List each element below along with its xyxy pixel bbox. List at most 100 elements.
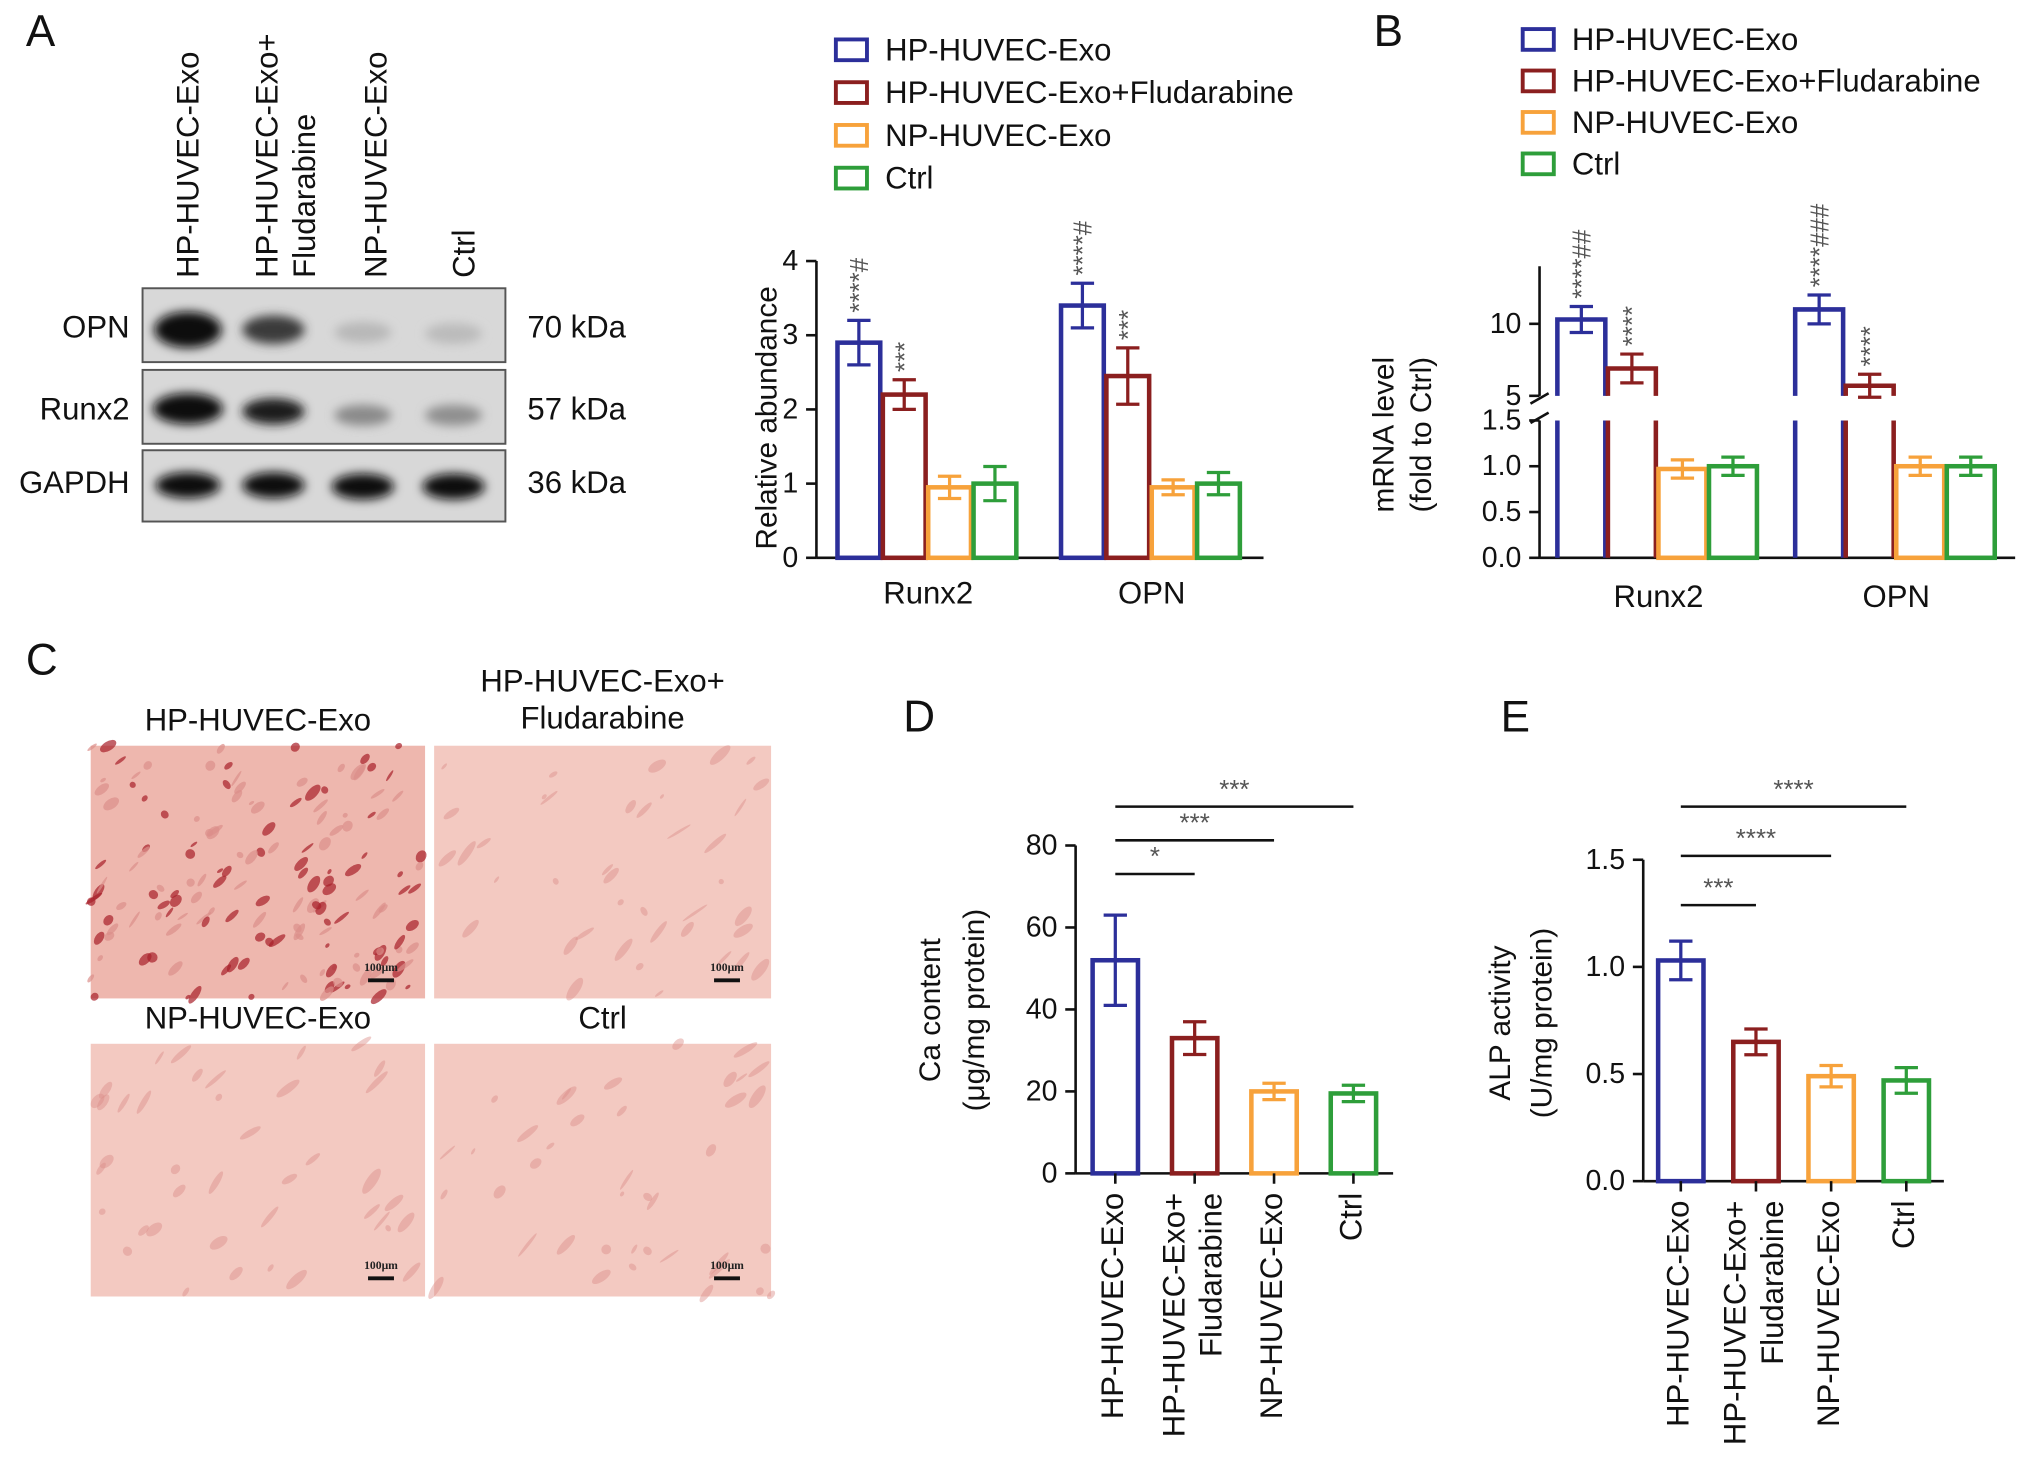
cell: [380, 956, 389, 967]
cell: [97, 955, 103, 962]
cell: [136, 1090, 152, 1114]
cell: [733, 923, 753, 938]
x-tick-label: NP-HUVEC-Exo: [1254, 1193, 1289, 1419]
cell: [619, 1191, 625, 1197]
cell: [556, 1234, 576, 1255]
error-bar: [1807, 293, 1831, 326]
bar: [1655, 958, 1706, 1184]
cell: [398, 885, 411, 895]
cell: [307, 875, 321, 893]
protein-label: OPN: [62, 310, 129, 345]
cell: [397, 1212, 415, 1233]
cell: [208, 1171, 224, 1194]
cell: [659, 1249, 679, 1263]
cell: [168, 961, 183, 976]
cell: [603, 1077, 623, 1090]
cell: [748, 1061, 770, 1078]
error-bar: [847, 318, 871, 367]
cell: [646, 1192, 659, 1210]
error-bar: [1819, 1063, 1843, 1089]
cell: [361, 852, 368, 859]
cell: [394, 934, 406, 950]
cell: [667, 824, 691, 839]
cell: [268, 842, 279, 854]
y-tick-label: 1.5: [1585, 844, 1625, 876]
cell: [386, 770, 394, 782]
cell: [648, 759, 667, 773]
cell: [325, 963, 337, 978]
cell: [296, 1045, 306, 1060]
cell: [751, 958, 770, 981]
cell: [296, 777, 308, 787]
y-axis-label: (fold to Ctrl): [1405, 357, 1438, 513]
cell: [190, 841, 198, 848]
cell: [529, 1158, 542, 1169]
cell: [147, 952, 158, 963]
cell: [552, 878, 559, 885]
error-bar: [1744, 1027, 1768, 1057]
significance-label: ****: [1773, 776, 1813, 804]
cell: [96, 876, 108, 894]
y-tick-label: 20: [1026, 1075, 1058, 1107]
cell: [267, 1264, 274, 1272]
lane-label: NP-HUVEC-Exo: [358, 52, 393, 278]
x-tick-label: OPN: [1863, 579, 1930, 614]
cell: [733, 952, 750, 972]
cell: [723, 1071, 737, 1088]
cell: [239, 1126, 261, 1140]
significance-marker: ****##: [1569, 229, 1597, 299]
cell: [99, 1081, 113, 1099]
micrograph-label: NP-HUVEC-Exo: [145, 1000, 371, 1035]
cell: [225, 909, 239, 923]
error-bar: [1959, 455, 1983, 478]
bar: [1806, 1073, 1857, 1184]
legend-swatch: [1520, 27, 1556, 52]
cell: [370, 967, 384, 979]
cell: [300, 974, 308, 983]
legend-swatch: [1520, 68, 1556, 94]
cell: [90, 992, 99, 1001]
cell: [614, 938, 633, 961]
significance-marker: ****#: [846, 257, 874, 312]
cell: [182, 1287, 190, 1297]
blot-frame: [141, 287, 507, 523]
micrograph-label: Ctrl: [578, 1000, 626, 1035]
error-bar: [1669, 939, 1693, 982]
cell: [625, 800, 636, 814]
cell: [316, 810, 327, 825]
significance-label: ***: [1219, 776, 1249, 804]
cell: [160, 810, 169, 819]
x-tick-label: OPN: [1118, 575, 1185, 610]
cell: [104, 931, 115, 941]
cell: [462, 919, 479, 938]
cell: [329, 824, 344, 836]
cell: [415, 850, 427, 863]
cell: [196, 912, 212, 925]
cell: [709, 1252, 729, 1275]
cell: [103, 915, 114, 926]
bar: [1792, 307, 1846, 558]
cell: [342, 812, 348, 818]
cell: [154, 912, 162, 921]
micrograph-label: HP-HUVEC-Exo: [145, 702, 371, 737]
cell: [98, 1208, 106, 1215]
cell: [137, 846, 150, 858]
cell: [177, 912, 188, 921]
cell: [376, 808, 390, 820]
cell: [575, 927, 595, 940]
scale-bar-label: 100μm: [364, 961, 398, 974]
cell: [736, 1073, 748, 1082]
cell: [215, 1093, 223, 1101]
cell: [255, 932, 266, 942]
significance-label: ****: [1736, 825, 1776, 853]
y-tick-label: 2: [782, 393, 798, 425]
cell: [185, 849, 196, 859]
cell: [276, 1079, 300, 1098]
y-tick-label: 3: [782, 319, 798, 351]
cell: [354, 952, 360, 958]
y-tick-label: 0: [1042, 1157, 1058, 1189]
cell: [556, 1086, 577, 1105]
cell: [205, 828, 214, 837]
cell: [374, 1060, 386, 1077]
y-tick-label: 1.0: [1482, 450, 1522, 482]
